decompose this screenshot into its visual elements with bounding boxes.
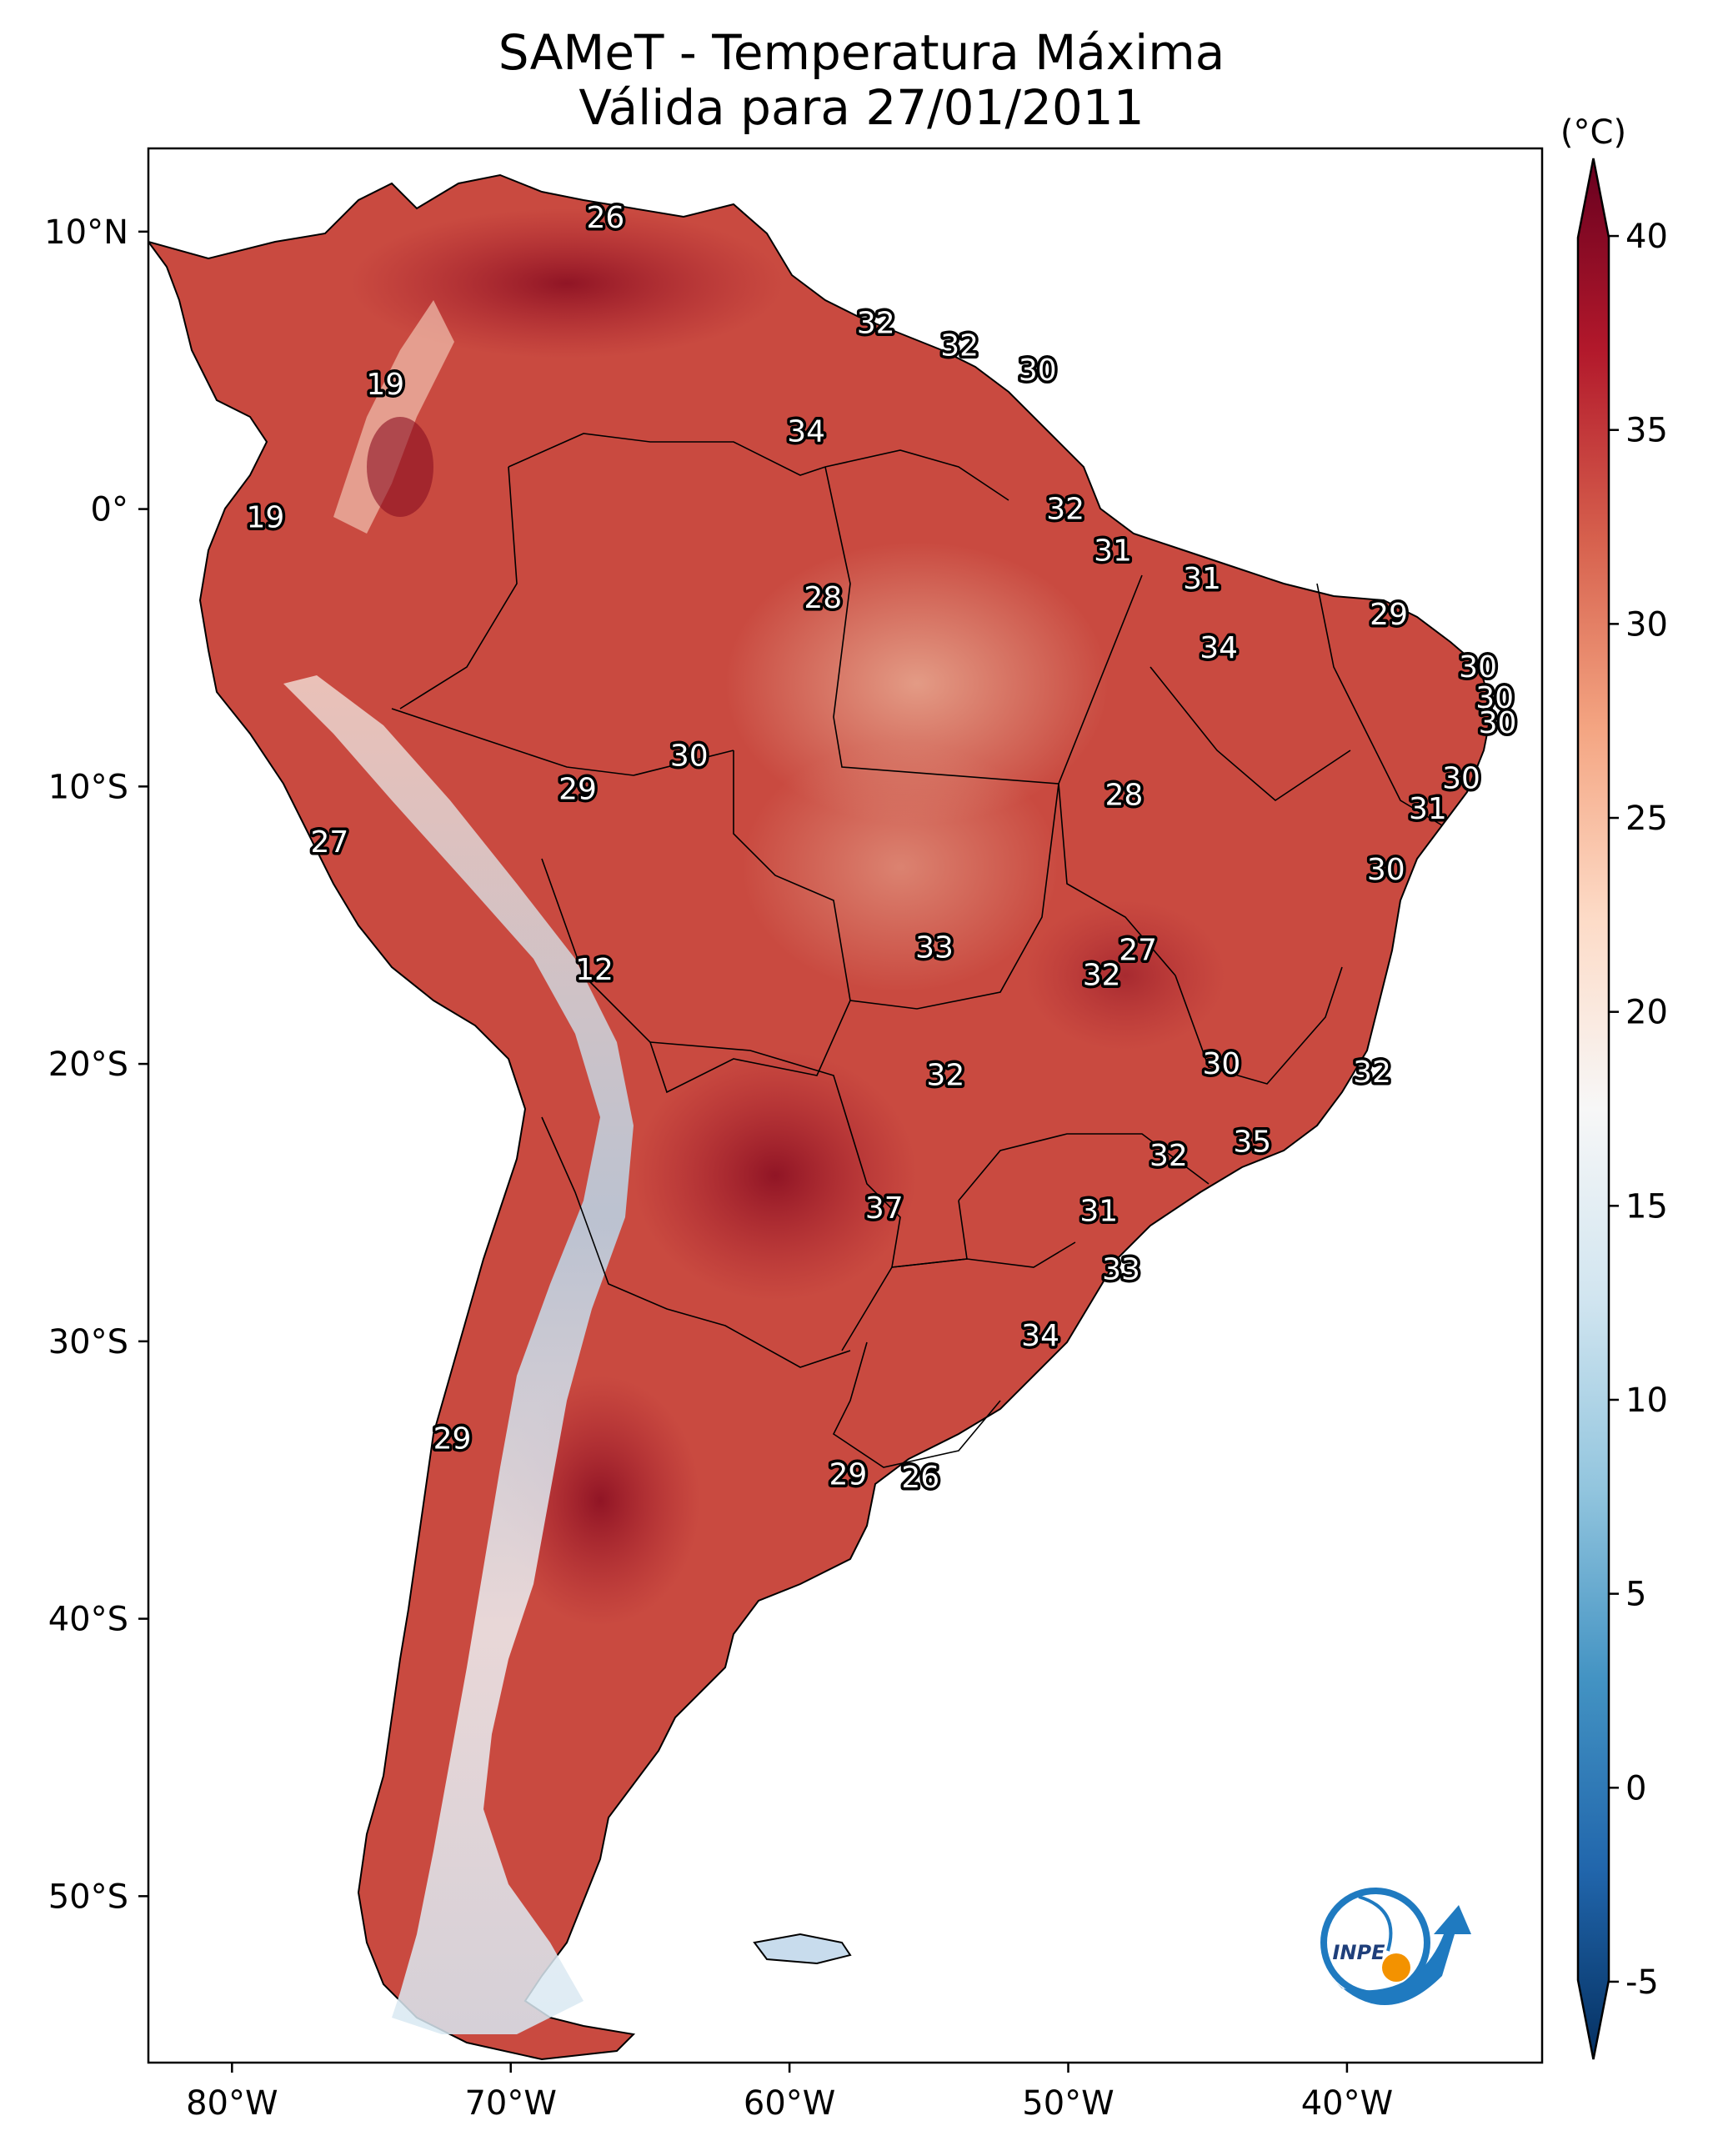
country-borders [391, 433, 1443, 1468]
temperature-label: 34 [787, 414, 825, 449]
map-frame [147, 147, 1544, 2064]
temperature-label: 32 [926, 1058, 964, 1092]
lat-tick-label: 0° [91, 491, 128, 529]
colorbar-ticks: 40 35 30 25 20 15 10 5 0 -5 [1609, 218, 1668, 2002]
lat-tick-label: 10°S [48, 768, 128, 806]
temperature-label: 31 [1409, 792, 1447, 826]
colorbar-tick-label: 35 [1625, 412, 1668, 450]
colorbar-tick-label: 0 [1625, 1769, 1646, 1808]
temperature-label: 32 [940, 328, 979, 363]
longitude-axis: 80°W 70°W 60°W 50°W 40°W [186, 2063, 1393, 2123]
temperature-label: 32 [1046, 493, 1084, 527]
temperature-label: 30 [1475, 681, 1514, 715]
temperature-label: 32 [1083, 959, 1121, 993]
colorbar: 40 35 30 25 20 15 10 5 0 -5 (°C) [1560, 113, 1668, 2060]
map-title: SAMeT - Temperatura Máxima Válida para 2… [0, 25, 1723, 135]
temperature-label: 33 [915, 930, 954, 965]
lat-tick-label: 30°S [48, 1323, 128, 1361]
temperature-label: 30 [1203, 1047, 1241, 1081]
lon-tick-label: 70°W [464, 2084, 556, 2123]
temperature-label: 27 [310, 825, 348, 860]
temperature-label: 31 [1183, 562, 1221, 596]
temperature-label: 30 [1442, 761, 1480, 795]
temperature-label: 29 [558, 773, 597, 807]
temperature-label: 29 [433, 1421, 472, 1456]
lon-tick-label: 80°W [186, 2084, 278, 2123]
colorbar-body [1576, 158, 1610, 2060]
colorbar-tick-label: 30 [1625, 605, 1668, 644]
temperature-label: 37 [865, 1191, 904, 1226]
colorbar-tick-label: 20 [1625, 994, 1668, 1032]
temperature-label: 33 [1102, 1252, 1140, 1286]
temperature-label: 31 [1094, 534, 1132, 568]
lat-tick-label: 40°S [48, 1601, 128, 1639]
colorbar-tick-label: 15 [1625, 1187, 1668, 1226]
colorbar-unit: (°C) [1560, 113, 1626, 152]
temperature-label: 28 [804, 581, 842, 615]
temperature-label: 32 [857, 307, 895, 341]
inpe-logo: INPE [1320, 1888, 1471, 2005]
colorbar-tick-label: 40 [1625, 218, 1668, 256]
logo-text: INPE [1333, 1941, 1386, 1964]
temperature-label: 29 [1370, 598, 1408, 632]
temperature-label: 19 [366, 368, 404, 402]
temperature-label: 30 [1459, 650, 1497, 684]
temperature-shading [283, 208, 1225, 2034]
lat-tick-label: 50°S [48, 1878, 128, 1916]
lat-tick-label: 20°S [48, 1045, 128, 1084]
lat-tick-label: 10°N [44, 213, 128, 252]
temperature-label: 34 [1200, 631, 1238, 665]
temperature-label: 34 [1021, 1319, 1059, 1353]
temperature-label: 27 [1119, 934, 1157, 968]
lon-tick-label: 60°W [744, 2084, 835, 2123]
lon-tick-label: 50°W [1022, 2084, 1114, 2123]
temperature-label: 32 [1150, 1139, 1188, 1173]
temperature-label: 29 [829, 1458, 867, 1492]
temperature-label: 19 [247, 501, 285, 535]
temperature-label: 31 [1079, 1194, 1118, 1228]
temperature-label: 30 [670, 740, 709, 774]
temperature-label: 35 [1233, 1125, 1271, 1159]
temperature-label: 30 [1019, 353, 1057, 388]
logo-arrow-icon [1330, 1905, 1471, 2005]
map-layer [148, 173, 1494, 2061]
temperature-label: 12 [575, 953, 614, 987]
temperature-label: 26 [901, 1461, 939, 1495]
colorbar-tick-label: -5 [1625, 1963, 1659, 2002]
falkland-islands [753, 1933, 852, 1965]
temperature-label: 30 [1367, 853, 1405, 887]
temperature-label: 28 [1104, 778, 1143, 812]
map-title-line2: Válida para 27/01/2011 [579, 79, 1144, 136]
colorbar-tick-label: 5 [1625, 1576, 1646, 1614]
lon-tick-label: 40°W [1301, 2084, 1393, 2123]
temperature-label: 32 [1353, 1055, 1391, 1090]
colorbar-tick-label: 25 [1625, 800, 1668, 838]
logo-dot [1382, 1953, 1410, 1982]
colorbar-tick-label: 10 [1625, 1381, 1668, 1420]
map-title-line1: SAMeT - Temperatura Máxima [498, 24, 1225, 81]
temperature-label: 26 [587, 201, 625, 235]
latitude-axis: 10°N 0° 10°S 20°S 30°S 40°S 50°S [44, 213, 148, 1916]
temperature-label: 30 [1479, 706, 1517, 740]
logo-inner-curve [1358, 1895, 1393, 1952]
